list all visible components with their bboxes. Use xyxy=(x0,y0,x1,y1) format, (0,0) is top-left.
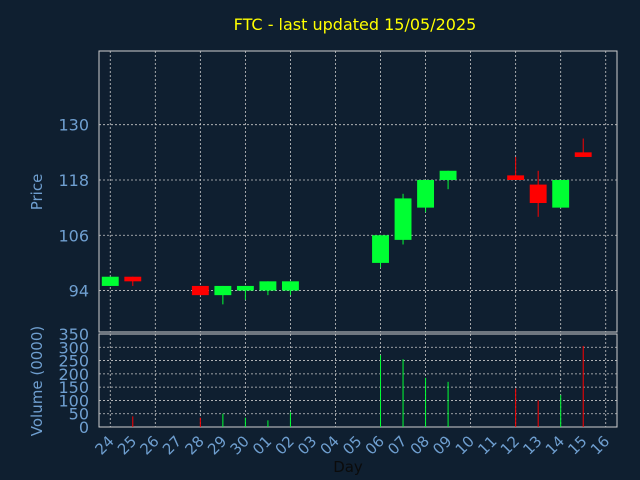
volume-tick-label: 0 xyxy=(79,418,89,437)
candle-body xyxy=(236,285,254,291)
volume-bars xyxy=(132,345,584,427)
x-axis-label: Day xyxy=(333,458,363,476)
volume-tick-label: 300 xyxy=(58,338,89,357)
volume-tick-label: 200 xyxy=(58,365,89,384)
volume-panel-frame xyxy=(98,333,618,428)
x-tick-label: 16 xyxy=(587,432,613,458)
candle-body xyxy=(259,281,277,291)
candle-body xyxy=(529,184,547,204)
volume-tick-label: 50 xyxy=(69,405,89,424)
x-ticks: 2425262728293001020304050607080910111213… xyxy=(91,432,613,458)
candle-body xyxy=(507,175,525,180)
volume-tick-label: 150 xyxy=(58,378,89,397)
candles xyxy=(101,138,592,305)
candle-body xyxy=(439,170,457,180)
candle-body xyxy=(417,179,435,208)
price-axis-label: Price xyxy=(28,174,46,211)
candle-body xyxy=(214,285,232,296)
candle-body xyxy=(552,179,570,208)
candle-body xyxy=(574,152,592,157)
volume-tick-label: 250 xyxy=(58,352,89,371)
candle-body xyxy=(281,281,299,291)
price-y-ticks: 94 106 118 130 xyxy=(58,116,89,301)
price-tick-label: 106 xyxy=(58,226,89,245)
volume-axis-label: Volume (0000) xyxy=(28,326,46,436)
volume-tick-label: 100 xyxy=(58,391,89,410)
candle-body xyxy=(124,276,142,282)
candle-body xyxy=(191,285,209,296)
price-tick-label: 94 xyxy=(69,282,89,301)
candle-body xyxy=(372,235,389,263)
price-tick-label: 130 xyxy=(58,116,89,135)
candle-body xyxy=(101,276,119,286)
chart-title: FTC - last updated 15/05/2025 xyxy=(234,15,477,34)
price-tick-label: 118 xyxy=(58,171,89,190)
candle-body xyxy=(394,198,412,240)
volume-tick-label: 350 xyxy=(58,325,89,344)
